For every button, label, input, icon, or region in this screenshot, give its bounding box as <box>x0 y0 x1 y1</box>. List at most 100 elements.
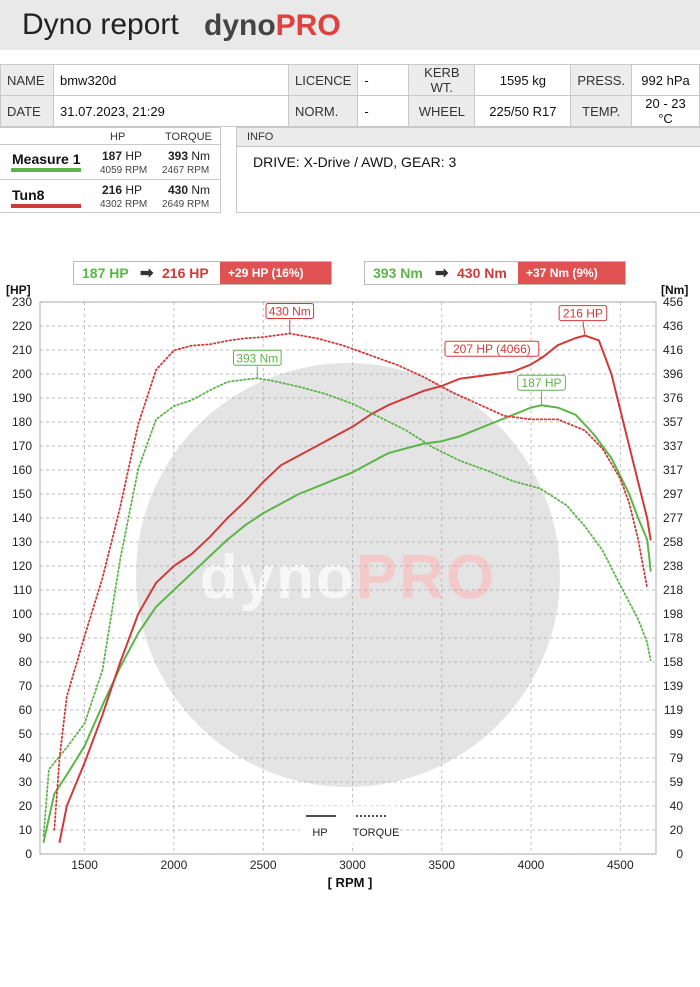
series-line-tun8-hp <box>58 334 652 843</box>
y-right-tick-label: 396 <box>663 367 683 381</box>
report-title: Dyno report <box>22 8 179 41</box>
vehicle-row-1: NAME bmw320d LICENCE - KERB WT. 1595 kg … <box>0 64 700 96</box>
measure-torque: 430 <box>167 183 188 197</box>
rpm-unit: RPM <box>187 165 210 176</box>
name-label: NAME <box>0 64 54 96</box>
torque-unit: Nm <box>191 149 211 163</box>
rpm-unit: RPM <box>125 199 148 210</box>
y-right-tick-label: 79 <box>670 751 684 765</box>
annotation-label: 207 HP (4066) <box>453 342 531 356</box>
y-right-tick-label: 416 <box>663 343 683 357</box>
chart-legend: HP TORQUE <box>300 806 399 844</box>
measure-color-bar <box>11 204 81 208</box>
norm-label: NORM. <box>287 95 359 127</box>
annotation-leader <box>582 321 586 336</box>
annotation-box <box>444 340 540 357</box>
y-left-tick-label: 180 <box>12 415 32 429</box>
annotation-box <box>232 349 282 366</box>
wheel-label: WHEEL <box>408 95 476 127</box>
torque-comparison: 393 Nm ➡ 430 Nm +37 Nm (9%) <box>364 261 626 285</box>
measure-name: Measure 1 <box>12 151 81 167</box>
x-axis-title: [ RPM ] <box>327 875 373 890</box>
licence-value: - <box>357 64 410 96</box>
kerb-label: KERB WT. <box>408 64 476 96</box>
x-tick-label: 1500 <box>71 858 98 872</box>
y-right-tick-label: 59 <box>670 775 684 789</box>
y-right-tick-label: 297 <box>663 487 683 501</box>
y-right-tick-label: 317 <box>663 463 683 477</box>
measure-name: Tun8 <box>12 187 45 203</box>
hp-before: 187 HP <box>82 265 129 281</box>
y-left-tick-label: 150 <box>12 487 32 501</box>
y-right-axis-title: [Nm] <box>661 283 689 297</box>
hp-unit: HP <box>125 149 143 163</box>
annotation-box <box>265 302 315 319</box>
y-left-axis-title: [HP] <box>6 283 31 297</box>
hp-after: 216 HP <box>162 265 209 281</box>
y-right-tick-label: 337 <box>663 439 683 453</box>
rpm-unit: RPM <box>125 165 148 176</box>
hp-comparison: 187 HP ➡ 216 HP +29 HP (16%) <box>73 261 332 285</box>
plot-frame <box>39 301 657 855</box>
measures-box: HP TORQUE Measure 1 187 HP 4059 RPM 393 … <box>0 127 221 213</box>
y-right-tick-label: 258 <box>663 535 683 549</box>
measure-hp: 187 <box>101 149 122 163</box>
annotation-label: 187 HP <box>522 376 562 390</box>
y-left-tick-label: 70 <box>19 679 33 693</box>
measure-torque: 393 <box>167 149 188 163</box>
y-left-tick-label: 80 <box>19 655 33 669</box>
y-left-tick-label: 170 <box>12 439 32 453</box>
legend-background <box>300 806 396 844</box>
chart-series <box>42 332 652 843</box>
logo-pro: PRO <box>275 9 341 42</box>
measure-hp-rpm: 4059 <box>100 165 123 176</box>
y-left-tick-label: 160 <box>12 463 32 477</box>
vehicle-row-2: DATE 31.07.2023, 21:29 NORM. - WHEEL 225… <box>0 95 700 127</box>
press-value: 992 hPa <box>631 64 700 96</box>
measure-row[interactable]: Tun8 216 HP 4302 RPM 430 Nm 2649 RPM <box>0 179 221 214</box>
x-tick-label: 3500 <box>428 858 455 872</box>
x-tick-label: 3000 <box>339 858 366 872</box>
x-tick-label: 4000 <box>518 858 545 872</box>
y-right-tick-label: 178 <box>663 631 683 645</box>
y-left-tick-label: 100 <box>12 607 32 621</box>
measures-divider <box>0 144 221 145</box>
y-left-tick-label: 30 <box>19 775 33 789</box>
x-tick-label: 2000 <box>161 858 188 872</box>
y-left-tick-label: 210 <box>12 343 32 357</box>
wheel-value: 225/50 R17 <box>474 95 572 127</box>
y-right-tick-label: 238 <box>663 559 683 573</box>
torque-after: 430 Nm <box>457 265 507 281</box>
hp-gain: +29 HP (16%) <box>220 262 331 284</box>
measure-torque-rpm: 2467 <box>162 165 185 176</box>
y-right-tick-label: 376 <box>663 391 683 405</box>
logo-dyno: dyno <box>204 9 276 42</box>
measure-color-bar <box>11 168 81 172</box>
y-right-tick-label: 0 <box>676 847 683 861</box>
y-left-tick-label: 0 <box>25 847 32 861</box>
y-right-tick-label: 139 <box>663 679 683 693</box>
y-right-tick-label: 158 <box>663 655 683 669</box>
dynopro-logo: dynoPRO <box>204 9 341 43</box>
torque-gain: +37 Nm (9%) <box>518 262 625 284</box>
measure-row[interactable]: Measure 1 187 HP 4059 RPM 393 Nm 2467 RP… <box>0 145 221 180</box>
series-line-measure-1-torque <box>42 377 652 837</box>
arrow-right-icon: ➡ <box>140 265 154 282</box>
y-right-tick-label: 40 <box>670 799 684 813</box>
y-left-tick-label: 140 <box>12 511 32 525</box>
chart-annotations: 430 Nm 393 Nm 216 HP 207 HP (4066) 187 HP <box>232 302 608 406</box>
report-header: Dyno report dynoPRO <box>0 0 700 50</box>
torque-unit: Nm <box>191 183 211 197</box>
y-right-tick-label: 436 <box>663 319 683 333</box>
torque-column-header: TORQUE <box>165 131 212 143</box>
y-left-tick-label: 200 <box>12 367 32 381</box>
series-line-measure-1-hp <box>42 404 652 843</box>
y-right-tick-label: 198 <box>663 607 683 621</box>
info-box: INFO DRIVE: X-Drive / AWD, GEAR: 3 <box>236 127 700 213</box>
x-tick-label: 4500 <box>607 858 634 872</box>
annotation-box <box>517 374 566 391</box>
info-header: INFO <box>237 128 700 147</box>
series-line-tun8-torque <box>53 332 648 831</box>
temp-label: TEMP. <box>570 95 633 127</box>
watermark-circle <box>136 363 560 787</box>
